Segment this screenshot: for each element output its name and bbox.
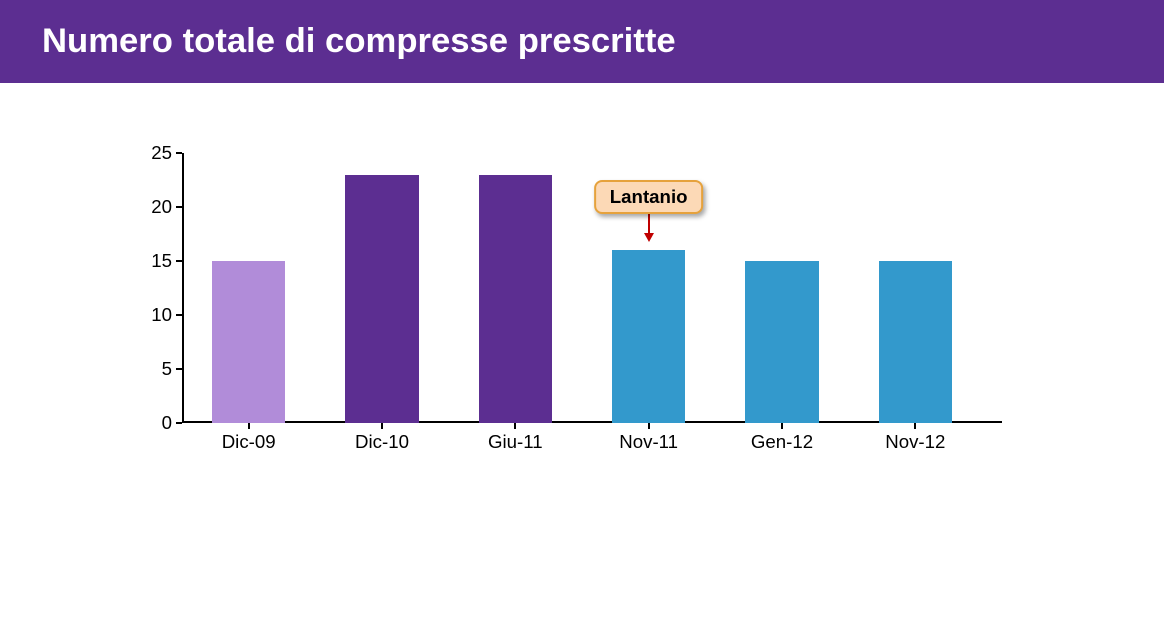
x-tick-mark xyxy=(648,423,650,429)
y-tick-mark xyxy=(176,260,182,262)
x-tick-label: Nov-11 xyxy=(619,431,678,453)
bar xyxy=(612,250,685,423)
y-tick-mark xyxy=(176,368,182,370)
x-tick-label: Dic-10 xyxy=(355,431,409,453)
y-tick-mark xyxy=(176,152,182,154)
x-tick-mark xyxy=(914,423,916,429)
y-tick-mark xyxy=(176,422,182,424)
bar xyxy=(345,175,418,423)
y-tick-label: 0 xyxy=(162,412,172,434)
bar xyxy=(745,261,818,423)
page-title: Numero totale di compresse prescritte xyxy=(42,22,1164,61)
y-tick-label: 15 xyxy=(151,250,172,272)
bar xyxy=(479,175,552,423)
callout-arrow xyxy=(644,214,654,242)
callout-label: Lantanio xyxy=(594,180,704,214)
header-bar: Numero totale di compresse prescritte xyxy=(0,0,1164,83)
bar xyxy=(212,261,285,423)
x-tick-mark xyxy=(381,423,383,429)
x-tick-label: Nov-12 xyxy=(885,431,945,453)
y-tick-label: 10 xyxy=(151,304,172,326)
bar xyxy=(879,261,952,423)
x-tick-label: Gen-12 xyxy=(751,431,813,453)
bar-chart: 0510152025Dic-09Dic-10Giu-11Nov-11Gen-12… xyxy=(182,153,982,423)
x-tick-mark xyxy=(781,423,783,429)
y-axis xyxy=(182,153,184,423)
y-tick-label: 25 xyxy=(151,142,172,164)
y-tick-label: 20 xyxy=(151,196,172,218)
y-tick-label: 5 xyxy=(162,358,172,380)
y-tick-mark xyxy=(176,206,182,208)
x-tick-mark xyxy=(514,423,516,429)
x-tick-mark xyxy=(248,423,250,429)
y-tick-mark xyxy=(176,314,182,316)
x-tick-label: Giu-11 xyxy=(488,431,543,453)
plot-area: 0510152025Dic-09Dic-10Giu-11Nov-11Gen-12… xyxy=(182,153,982,423)
x-tick-label: Dic-09 xyxy=(222,431,276,453)
